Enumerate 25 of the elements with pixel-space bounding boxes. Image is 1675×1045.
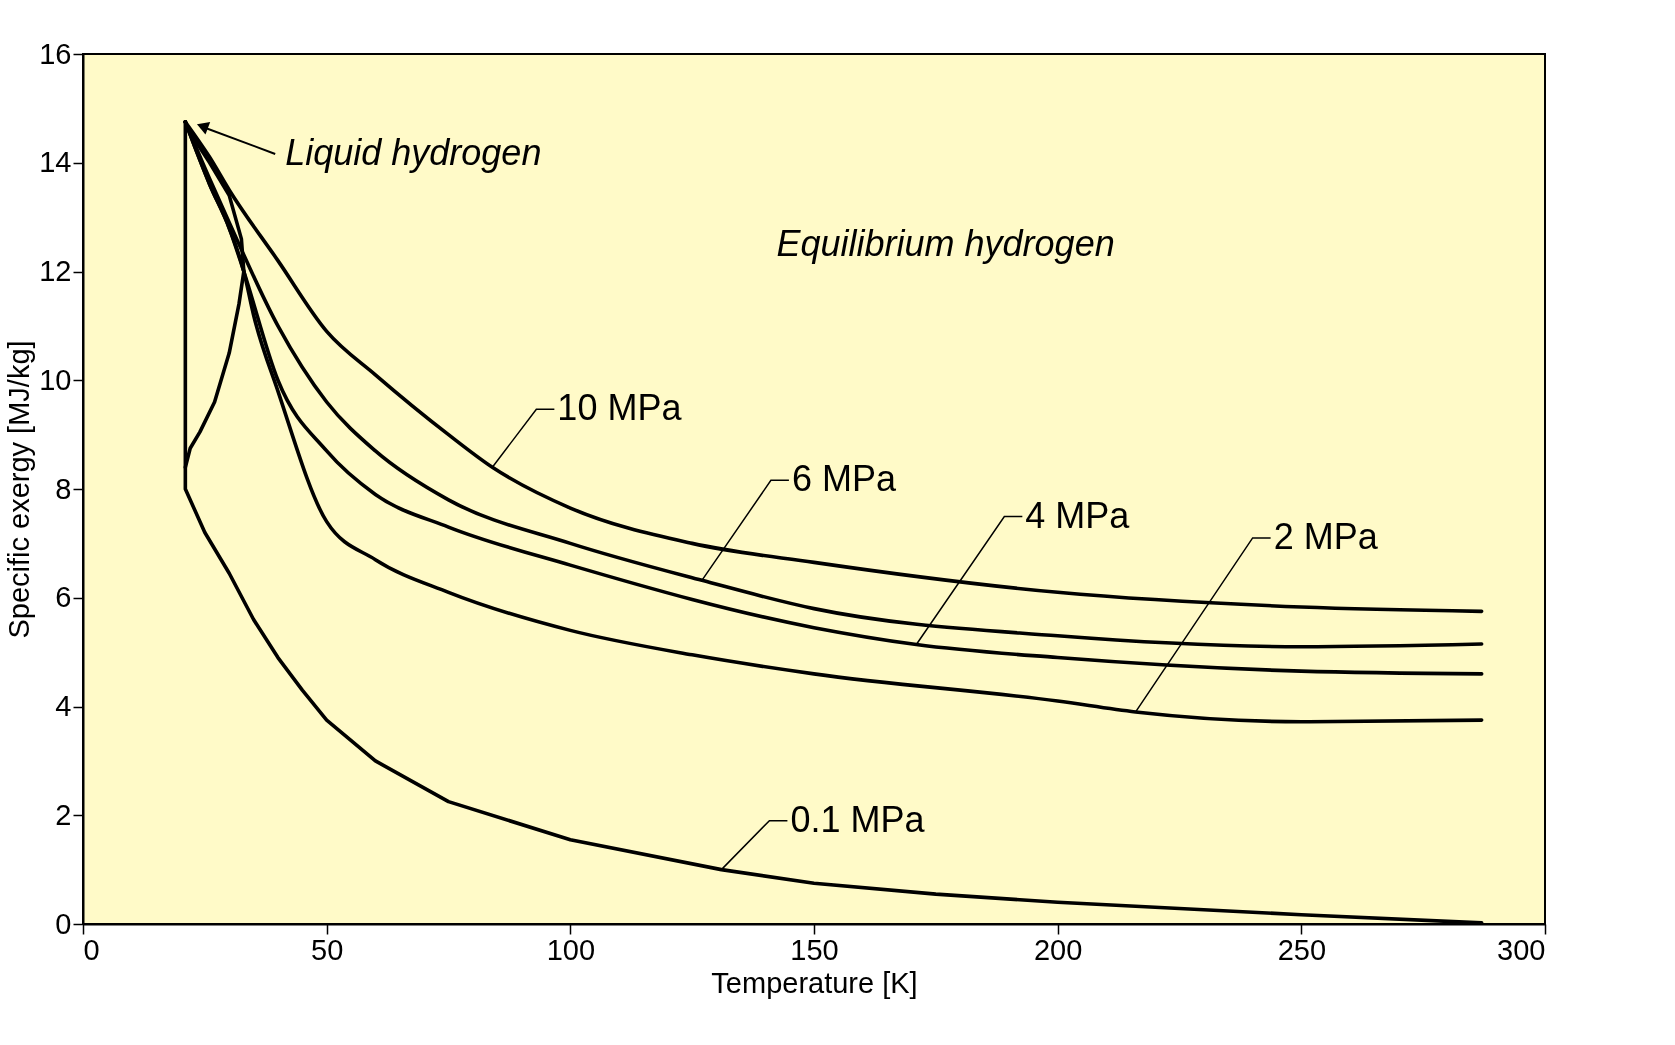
annotation: 4 MPa	[1025, 494, 1131, 536]
y-tick-label: 16	[39, 37, 72, 70]
y-tick-label: 4	[55, 690, 72, 722]
annotation: Equilibrium hydrogen	[776, 223, 1115, 265]
y-tick-label: 14	[39, 146, 72, 179]
x-tick-label: 300	[1497, 933, 1546, 966]
x-tick-label: 100	[546, 933, 596, 966]
y-axis-title: Specific exergy [MJ/kg]	[3, 340, 36, 639]
y-tick-label: 10	[39, 363, 72, 396]
annotation: Liquid hydrogen	[285, 131, 542, 173]
annotation: 0.1 MPa	[790, 798, 926, 840]
y-tick-label: 6	[55, 581, 72, 614]
annotation: 6 MPa	[791, 458, 897, 500]
annotation: 2 MPa	[1273, 515, 1379, 557]
y-tick-label: 2	[55, 798, 72, 831]
x-axis-title: Temperature [K]	[711, 966, 918, 999]
annotation: 10 MPa	[557, 387, 683, 429]
y-tick-label: 12	[39, 255, 72, 287]
y-tick-label: 8	[55, 472, 72, 505]
x-tick-label: 200	[1033, 933, 1083, 966]
y-tick-label: 0	[55, 907, 72, 940]
x-tick-label: 0	[83, 933, 100, 966]
x-tick-label: 250	[1277, 933, 1327, 966]
x-tick-label: 150	[790, 933, 839, 966]
x-tick-label: 50	[311, 933, 344, 966]
